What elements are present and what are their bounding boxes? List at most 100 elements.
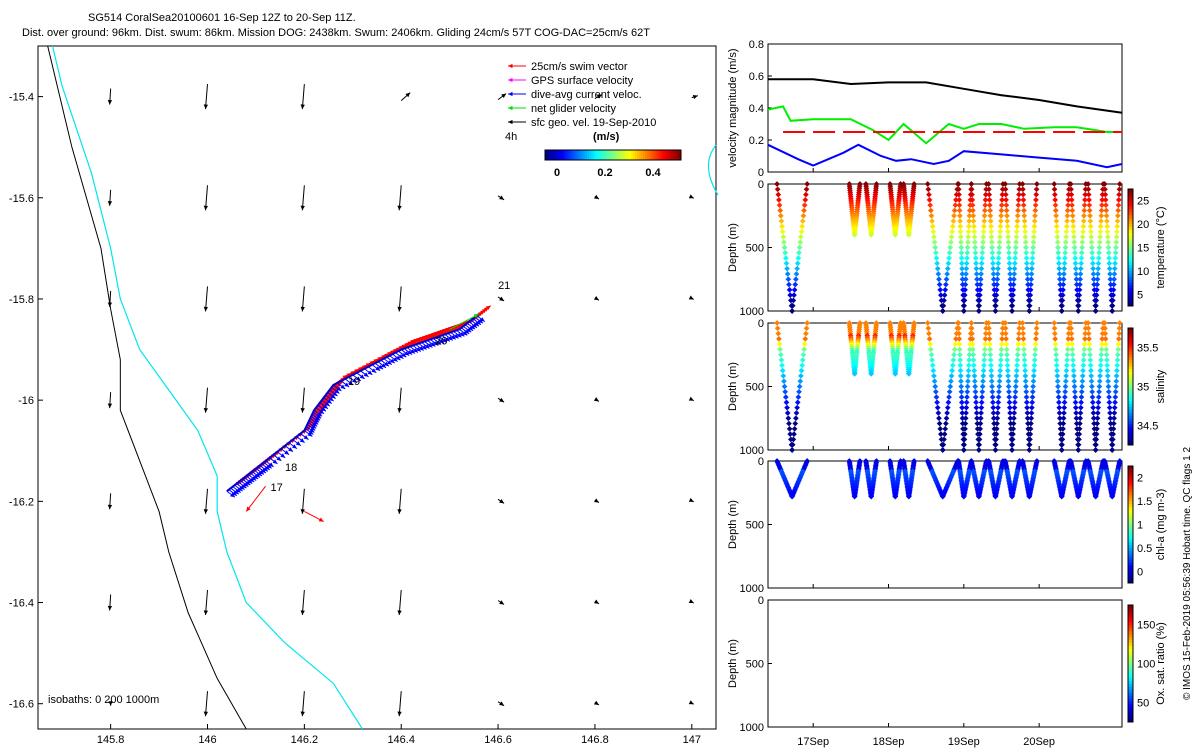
panel-ylabel: Depth (m) bbox=[727, 362, 739, 411]
panel-colorbar-cell bbox=[1128, 701, 1133, 705]
profile-point bbox=[1053, 362, 1060, 369]
dac-vector-head bbox=[332, 391, 338, 397]
profile-point bbox=[1068, 197, 1075, 203]
panel-colorbar-cell bbox=[1128, 383, 1133, 387]
colorbar-cell bbox=[557, 150, 560, 160]
profile-point bbox=[938, 292, 944, 298]
profile-point bbox=[1014, 357, 1021, 363]
panel-colorbar-cell bbox=[1128, 377, 1133, 382]
profile-point bbox=[1024, 276, 1031, 283]
velocity-series bbox=[767, 105, 1122, 145]
profile-point bbox=[1097, 367, 1104, 374]
profile-point bbox=[1086, 207, 1093, 214]
profile-point bbox=[1054, 378, 1061, 385]
dac-vector-head bbox=[255, 473, 261, 478]
profile-point bbox=[988, 223, 994, 230]
profile-point bbox=[1057, 420, 1064, 427]
profile-point bbox=[999, 197, 1005, 203]
profile-point bbox=[1002, 325, 1009, 332]
profile-point bbox=[1031, 228, 1037, 235]
profile-point bbox=[1111, 410, 1118, 416]
profile-point bbox=[950, 357, 957, 363]
profile-point bbox=[1099, 202, 1105, 208]
profile-point bbox=[1114, 367, 1120, 374]
profile-point bbox=[929, 223, 936, 230]
panel-colorbar-cell bbox=[1128, 371, 1133, 376]
profile-point bbox=[1009, 493, 1015, 500]
profile-point bbox=[929, 362, 936, 369]
profile-point bbox=[1106, 394, 1112, 400]
profile-point bbox=[1089, 383, 1095, 390]
profile-point bbox=[1079, 373, 1086, 379]
profile-point bbox=[993, 431, 1000, 437]
profile-point bbox=[1102, 186, 1108, 193]
profile-point bbox=[957, 228, 964, 235]
profile-point bbox=[962, 281, 969, 288]
profile-point bbox=[774, 320, 780, 326]
panel-colorbar-cell bbox=[1128, 259, 1133, 263]
colorbar-cell bbox=[625, 150, 628, 160]
profile-point bbox=[1080, 228, 1086, 235]
map-legend: 25cm/s swim vector GPS surface velocity di… bbox=[508, 61, 656, 129]
panel-colorbar-cell bbox=[1128, 404, 1133, 408]
profile-point bbox=[892, 370, 899, 377]
profile-point bbox=[1054, 373, 1061, 379]
panel-colorbar-cell bbox=[1128, 645, 1133, 650]
profile-point bbox=[1096, 388, 1102, 395]
panel-colorbar-cell bbox=[1128, 395, 1133, 399]
panel-colorbar-cell bbox=[1128, 209, 1133, 213]
profile-point bbox=[1004, 228, 1011, 235]
profile-point bbox=[795, 255, 802, 261]
profile-point bbox=[943, 276, 950, 283]
panel-colorbar-tick-label: 1 bbox=[1137, 520, 1143, 532]
profile-point bbox=[978, 271, 984, 277]
profile-point bbox=[1078, 249, 1085, 256]
profile-point bbox=[1060, 415, 1067, 422]
profile-point bbox=[1091, 420, 1097, 427]
geo-vector-head bbox=[203, 711, 209, 717]
dac-vector-head bbox=[477, 318, 483, 324]
panel-colorbar-cell bbox=[1128, 386, 1133, 390]
profile-point bbox=[789, 441, 796, 448]
profile-point bbox=[1081, 212, 1087, 219]
panel-ytick-label: 0.2 bbox=[749, 135, 764, 147]
geo-vector-head bbox=[593, 194, 599, 200]
profile-point bbox=[791, 287, 798, 293]
profile-point bbox=[945, 399, 952, 406]
geo-vector-head bbox=[596, 94, 602, 99]
panel-ytick-label: 500 bbox=[746, 382, 764, 394]
panel-colorbar-cell bbox=[1128, 713, 1133, 717]
profile-point bbox=[1089, 255, 1096, 261]
panel-colorbar-cell bbox=[1128, 279, 1133, 284]
profile-point bbox=[1114, 228, 1120, 235]
profile-point bbox=[986, 330, 993, 337]
profile-point bbox=[1096, 249, 1102, 256]
profile-point bbox=[1027, 297, 1033, 304]
profile-point bbox=[1056, 399, 1062, 406]
profile-point bbox=[792, 281, 799, 288]
profile-point bbox=[1085, 191, 1092, 198]
profile-point bbox=[1089, 249, 1096, 256]
panel-colorbar-cell bbox=[1128, 409, 1133, 414]
profile-point bbox=[991, 420, 997, 427]
profile-point bbox=[1079, 234, 1086, 240]
dac-vector-head bbox=[253, 474, 259, 480]
profile-point bbox=[1114, 362, 1121, 369]
profile-point bbox=[1097, 228, 1104, 235]
colorbar-cell bbox=[605, 150, 608, 160]
velocity-series bbox=[767, 143, 1123, 169]
profile-point bbox=[961, 308, 967, 314]
profile-point bbox=[978, 260, 985, 267]
profile-point bbox=[1019, 320, 1026, 326]
temperature-panel: 0 500 1000 Depth (m) 5 10 15 20 25 temperature (°… bbox=[727, 179, 1167, 318]
panel-colorbar-cell bbox=[1128, 559, 1133, 564]
profile-point bbox=[1054, 234, 1061, 240]
profile-point bbox=[1110, 426, 1117, 432]
profile-point bbox=[924, 320, 931, 326]
profile-point bbox=[1020, 186, 1026, 193]
profile-point bbox=[1085, 186, 1092, 193]
profile-point bbox=[982, 191, 989, 198]
isobath-0m bbox=[47, 45, 247, 730]
profile-point bbox=[784, 410, 791, 416]
panel-colorbar-cell bbox=[1128, 530, 1133, 534]
